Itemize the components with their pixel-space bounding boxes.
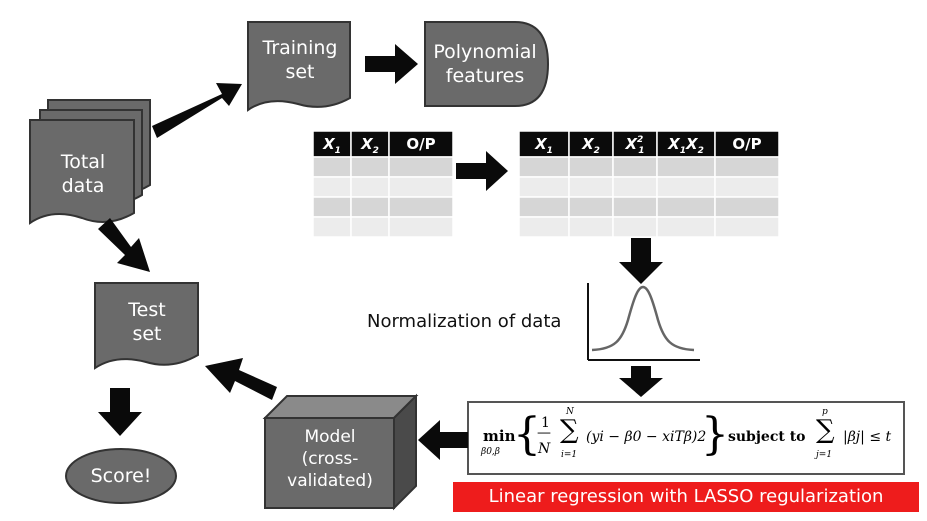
table-polynomial-header-cell bbox=[612, 130, 658, 158]
test-set-label: Test set bbox=[128, 299, 166, 345]
right-brace: } bbox=[701, 409, 729, 460]
table-original-header-label: X2 bbox=[360, 135, 379, 156]
arrow-total-to-test bbox=[98, 218, 150, 272]
test-set-node bbox=[94, 282, 199, 370]
training-set-node bbox=[247, 21, 351, 112]
training-set-label: Training set bbox=[262, 37, 338, 83]
arrow-normalization-to-equation bbox=[619, 366, 663, 397]
arrow-model-to-test bbox=[205, 358, 277, 400]
table-polynomial-row bbox=[518, 216, 780, 238]
sum1-upper: N bbox=[566, 407, 574, 417]
polynomial-features-node bbox=[424, 21, 550, 107]
squared-error-term: (yi − β0 − xiTβ)2 bbox=[586, 429, 707, 445]
polynomial-features-label: Polynomial features bbox=[433, 41, 537, 87]
table-original-header-cell bbox=[388, 130, 454, 158]
total-data-label: Total data bbox=[60, 151, 106, 197]
arrow-equation-to-model bbox=[418, 420, 468, 460]
table-original-row bbox=[312, 196, 454, 218]
table-original-header-label: O/P bbox=[406, 135, 435, 153]
arrow-test-to-score bbox=[98, 388, 142, 436]
left-brace: { bbox=[513, 409, 541, 460]
table-original-row bbox=[312, 176, 454, 198]
sum1-lower: i=1 bbox=[561, 450, 578, 460]
lasso-banner: Linear regression with LASSO regularizat… bbox=[453, 482, 919, 512]
table-original-header-cell bbox=[312, 130, 352, 158]
table-polynomial-header-label: X2 1 bbox=[624, 135, 644, 156]
table-polynomial-header-cell bbox=[518, 130, 570, 158]
score-label: Score! bbox=[90, 465, 152, 487]
lasso-equation-box bbox=[467, 401, 905, 475]
table-polynomial-header-label: O/P bbox=[732, 135, 761, 153]
arrow-table-to-table bbox=[456, 151, 508, 191]
table-polynomial-header-label: X1 bbox=[534, 135, 553, 156]
l1-constraint: |βj| ≤ t bbox=[843, 429, 892, 445]
bell-curve-plot bbox=[587, 283, 700, 361]
normalization-label: Normalization of data bbox=[367, 311, 562, 332]
fraction-numerator: 1 bbox=[541, 415, 550, 431]
table-polynomial-row bbox=[518, 176, 780, 198]
subject-to: subject to bbox=[728, 429, 806, 445]
min-operator: min bbox=[483, 427, 516, 445]
min-subscript: β0,β bbox=[481, 447, 500, 457]
table-polynomial-row bbox=[518, 156, 780, 178]
model-label: Model (cross-validated) bbox=[287, 427, 373, 491]
fraction-denominator: N bbox=[538, 441, 551, 457]
arrow-total-to-training bbox=[152, 83, 242, 138]
score-node bbox=[65, 448, 177, 504]
sum2-upper: p bbox=[822, 407, 828, 417]
flow-arrows bbox=[98, 44, 663, 460]
arrow-training-to-poly bbox=[365, 44, 418, 84]
model-node bbox=[262, 393, 419, 511]
table-polynomial: X1 X2 X2 1 X1X2 O/P bbox=[518, 130, 780, 238]
sum2-symbol: ∑ bbox=[816, 415, 835, 445]
table-polynomial-header-cell bbox=[656, 130, 716, 158]
total-data-node bbox=[29, 99, 151, 225]
lasso-equation: min β0,β { 1 — N N ∑ i=1 (yi − β0 − xiTβ… bbox=[473, 405, 903, 469]
table-original-row bbox=[312, 216, 454, 238]
table-polynomial-row bbox=[518, 196, 780, 218]
arrow-table-to-normalization bbox=[619, 238, 663, 284]
table-original-row bbox=[312, 156, 454, 178]
table-polynomial-header-label: X2 bbox=[581, 135, 600, 156]
table-original-header-label: X1 bbox=[322, 135, 341, 156]
sum2-lower: j=1 bbox=[816, 450, 833, 460]
table-polynomial-header-label: X1X2 bbox=[667, 135, 704, 156]
table-polynomial-header-cell bbox=[714, 130, 780, 158]
fraction-bar: — bbox=[537, 425, 551, 441]
sum1-symbol: ∑ bbox=[560, 415, 579, 445]
table-original: X1 X2 O/P bbox=[312, 130, 454, 238]
